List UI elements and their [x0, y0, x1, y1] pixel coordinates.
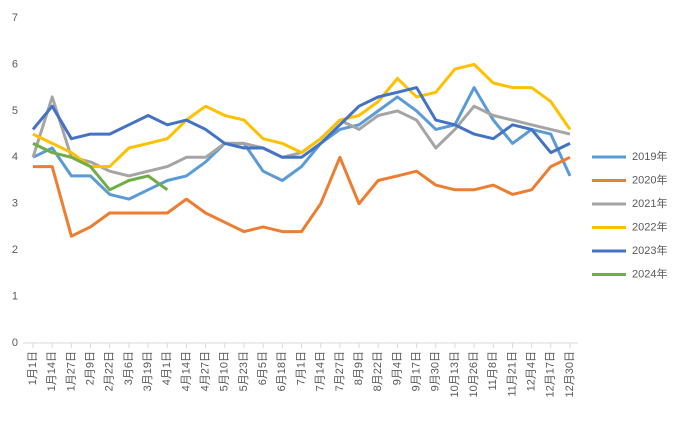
legend-label: 2020年	[632, 172, 667, 186]
series-line	[32, 142, 169, 192]
legend-label: 2021年	[632, 196, 667, 210]
x-tick-label: 6月5日	[257, 351, 269, 385]
y-tick-label: 4	[12, 151, 18, 163]
x-tick-label: 12月17日	[545, 351, 557, 397]
x-tick-label: 5月10日	[219, 351, 231, 391]
series-line	[31, 86, 571, 159]
y-tick-label: 0	[12, 337, 18, 349]
x-tick-label: 9月30日	[430, 351, 442, 391]
x-tick-label: 12月30日	[564, 351, 576, 397]
y-tick-label: 1	[12, 290, 18, 302]
x-tick-label: 1月27日	[65, 351, 77, 391]
x-tick-label: 2月9日	[84, 351, 96, 385]
x-tick-label: 7月27日	[334, 351, 346, 391]
legend-label: 2023年	[632, 243, 667, 257]
x-tick-label: 1月1日	[27, 351, 39, 385]
x-tick-label: 8月22日	[372, 351, 384, 391]
x-tick-label: 10月13日	[449, 351, 461, 397]
legend-label: 2024年	[632, 266, 667, 280]
x-tick-label: 1月14日	[46, 351, 58, 391]
y-tick-label: 3	[12, 198, 18, 210]
y-tick-label: 7	[12, 12, 18, 24]
series-line	[32, 86, 572, 201]
legend-label: 2019年	[632, 149, 667, 163]
series-line	[32, 62, 572, 169]
y-tick-label: 6	[12, 58, 18, 70]
y-tick-label: 2	[12, 244, 18, 256]
x-tick-label: 9月17日	[410, 351, 422, 391]
x-tick-label: 11月21日	[506, 351, 518, 397]
x-tick-label: 4月1日	[161, 351, 173, 385]
x-tick-label: 11月8日	[487, 351, 499, 391]
x-tick-label: 4月14日	[180, 351, 192, 391]
x-tick-label: 3月19日	[142, 351, 154, 391]
x-tick-label: 5月23日	[238, 351, 250, 391]
x-tick-label: 6月18日	[276, 351, 288, 391]
legend-label: 2022年	[632, 219, 667, 233]
x-tick-label: 9月4日	[391, 351, 403, 385]
x-tick-label: 12月4日	[526, 351, 538, 391]
x-tick-label: 8月9日	[353, 351, 365, 385]
x-tick-label: 3月6日	[123, 351, 135, 385]
y-tick-label: 5	[12, 105, 18, 117]
x-tick-label: 4月27日	[200, 351, 212, 391]
x-tick-label: 10月26日	[468, 351, 480, 397]
x-tick-label: 2月22日	[104, 351, 116, 391]
x-tick-label: 7月1日	[295, 351, 307, 385]
series-line	[33, 155, 571, 238]
x-tick-label: 7月14日	[315, 351, 327, 391]
